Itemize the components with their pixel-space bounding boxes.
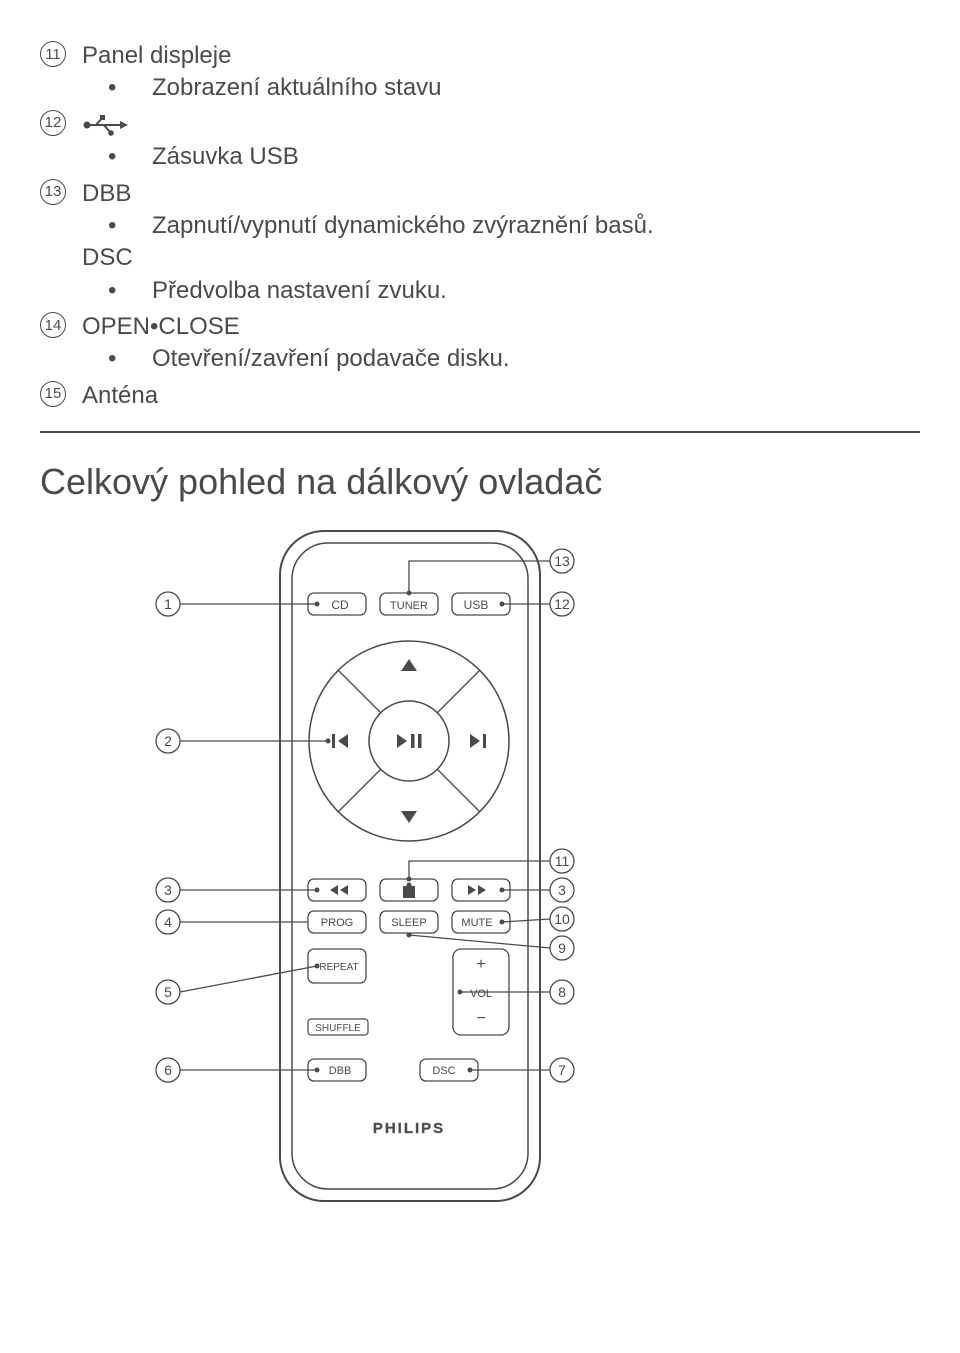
- num-circle: 12: [40, 109, 76, 137]
- num-circle: 15: [40, 380, 76, 408]
- callout-right: 13 12 11 3 10 9 8 7: [407, 549, 575, 1082]
- svg-text:5: 5: [164, 984, 172, 1000]
- item-sub: •Otevření/zavření podavače disku.: [82, 342, 920, 376]
- list-item-13: 13 DBB •Zapnutí/vypnutí dynamického zvýr…: [40, 178, 920, 308]
- svg-text:7: 7: [558, 1062, 566, 1078]
- svg-text:9: 9: [558, 940, 566, 956]
- btn-prog: PROG: [321, 917, 353, 929]
- num-circle: 13: [40, 178, 76, 206]
- svg-text:8: 8: [558, 984, 566, 1000]
- item-sub: •Zapnutí/vypnutí dynamického zvýraznění …: [82, 209, 920, 243]
- vol-label: VOL: [470, 988, 492, 1000]
- item-title: Anténa: [82, 380, 920, 411]
- svg-text:13: 13: [554, 553, 570, 569]
- separator: [40, 431, 920, 433]
- item-title: OPEN•CLOSE: [82, 311, 920, 342]
- btn-shuffle: SHUFFLE: [315, 1023, 361, 1034]
- num-12: 12: [40, 110, 66, 136]
- vol-minus: −: [476, 1010, 485, 1027]
- list-item-14: 14 OPEN•CLOSE •Otevření/zavření podavače…: [40, 311, 920, 376]
- btn-tuner: TUNER: [390, 600, 428, 612]
- list-item-12: 12 •Zásuvka USB: [40, 109, 920, 174]
- btn-dbb: DBB: [329, 1065, 352, 1077]
- btn-sleep: SLEEP: [391, 917, 426, 929]
- btn-cd: CD: [331, 598, 349, 612]
- svg-text:6: 6: [164, 1062, 172, 1078]
- svg-text:3: 3: [558, 882, 566, 898]
- num-13: 13: [40, 179, 66, 205]
- item-title: Panel displeje: [82, 40, 920, 71]
- svg-text:3: 3: [164, 882, 172, 898]
- vol-plus: +: [476, 956, 485, 973]
- remote-diagram: CD TUNER USB PROG SLEEP MUTE REPEAT: [40, 521, 920, 1211]
- item-sub: •Zásuvka USB: [82, 140, 920, 174]
- item-title-2: DSC: [82, 242, 920, 273]
- btn-repeat: REPEAT: [319, 962, 358, 973]
- num-11: 11: [40, 41, 66, 67]
- btn-mute: MUTE: [461, 917, 492, 929]
- item-sub: •Zobrazení aktuálního stavu: [82, 71, 920, 105]
- svg-text:10: 10: [554, 911, 570, 927]
- usb-icon: [82, 109, 920, 140]
- svg-text:12: 12: [554, 596, 570, 612]
- svg-text:1: 1: [164, 596, 172, 612]
- item-title: DBB: [82, 178, 920, 209]
- btn-usb: USB: [464, 598, 489, 612]
- brand-label: PHILIPS: [373, 1120, 445, 1137]
- item-sub: •Předvolba nastavení zvuku.: [82, 274, 920, 308]
- btn-dsc: DSC: [432, 1065, 455, 1077]
- svg-text:2: 2: [164, 733, 172, 749]
- num-circle: 11: [40, 40, 76, 68]
- callout-left: 1 2 3 4 5 6: [156, 592, 328, 1082]
- section-heading: Celkový pohled na dálkový ovladač: [40, 461, 920, 503]
- num-14: 14: [40, 312, 66, 338]
- num-circle: 14: [40, 311, 76, 339]
- list-item-11: 11 Panel displeje •Zobrazení aktuálního …: [40, 40, 920, 105]
- svg-text:4: 4: [164, 914, 172, 930]
- svg-text:11: 11: [555, 853, 570, 869]
- list-item-15: 15 Anténa: [40, 380, 920, 411]
- num-15: 15: [40, 381, 66, 407]
